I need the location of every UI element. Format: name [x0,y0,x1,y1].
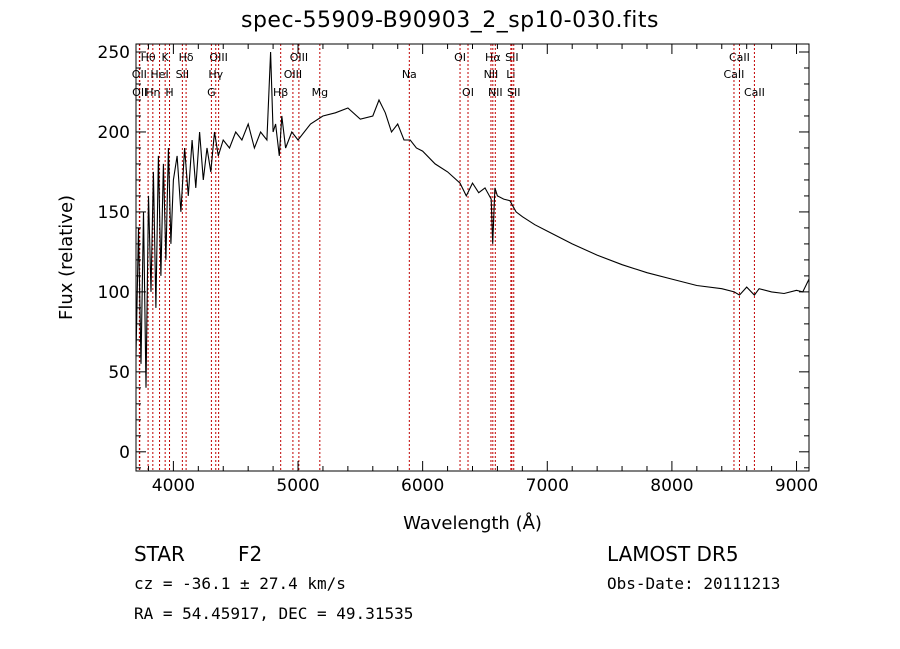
plot-frame [135,43,810,472]
line-label: OIII [290,51,308,64]
line-label: Hη [145,86,160,99]
x-tick-label: 9000 [775,476,818,496]
spectrum-series-line [135,51,810,388]
line-label: Na [402,68,417,81]
line-label: NII [488,86,503,99]
x-tick-label: 7000 [526,476,569,496]
x-tick-label: 8000 [650,476,693,496]
x-tick-label: 4000 [152,476,195,496]
line-label: Hβ [273,86,288,99]
y-tick-label: 100 [98,283,130,303]
line-label: CaII [724,68,745,81]
line-label: OIII [209,51,227,64]
y-tick-label: 0 [119,443,130,463]
line-label: Li [506,68,515,81]
observation-date: Obs-Date: 20111213 [607,574,781,593]
x-tick-label: 6000 [401,476,444,496]
chart-title: spec-55909-B90903_2_sp10-030.fits [241,8,659,33]
line-label: CaII [729,51,750,64]
ra-dec-coordinates: RA = 54.45917, DEC = 49.31535 [134,604,414,623]
line-label: OIII [284,68,302,81]
axis-ticks: 4000 5000 6000 7000 8000 9000 0 50 100 150 200 250 [98,43,819,496]
y-axis-label: Flux (relative) [56,195,77,320]
x-tick-label: 5000 [276,476,319,496]
line-label: Hθ [141,51,156,64]
survey-name: LAMOST DR5 [607,542,739,566]
line-label: OI [462,86,474,99]
line-label: G [207,86,216,99]
y-tick-label: 150 [98,203,130,223]
line-label: SII [505,51,518,64]
line-label: Mg [312,86,328,99]
line-label: NII [484,68,499,81]
object-class: STAR [134,542,185,566]
y-tick-label: 250 [98,43,130,63]
line-label: Hδ [179,51,194,64]
line-label: SII [176,68,189,81]
line-label: H [165,86,173,99]
redshift-value: cz = -36.1 ± 27.4 km/s [134,574,346,593]
line-label: K [162,51,170,64]
line-label: Hα [485,51,501,64]
line-label: OI [454,51,466,64]
y-tick-label: 200 [98,123,130,143]
y-tick-label: 50 [108,363,130,383]
line-label: HeI [150,68,168,81]
x-axis-label: Wavelength (Å) [403,512,542,534]
line-label: Hγ [208,68,223,81]
object-subclass: F2 [238,542,263,566]
line-label: CaII [744,86,765,99]
line-label: SII [507,86,520,99]
